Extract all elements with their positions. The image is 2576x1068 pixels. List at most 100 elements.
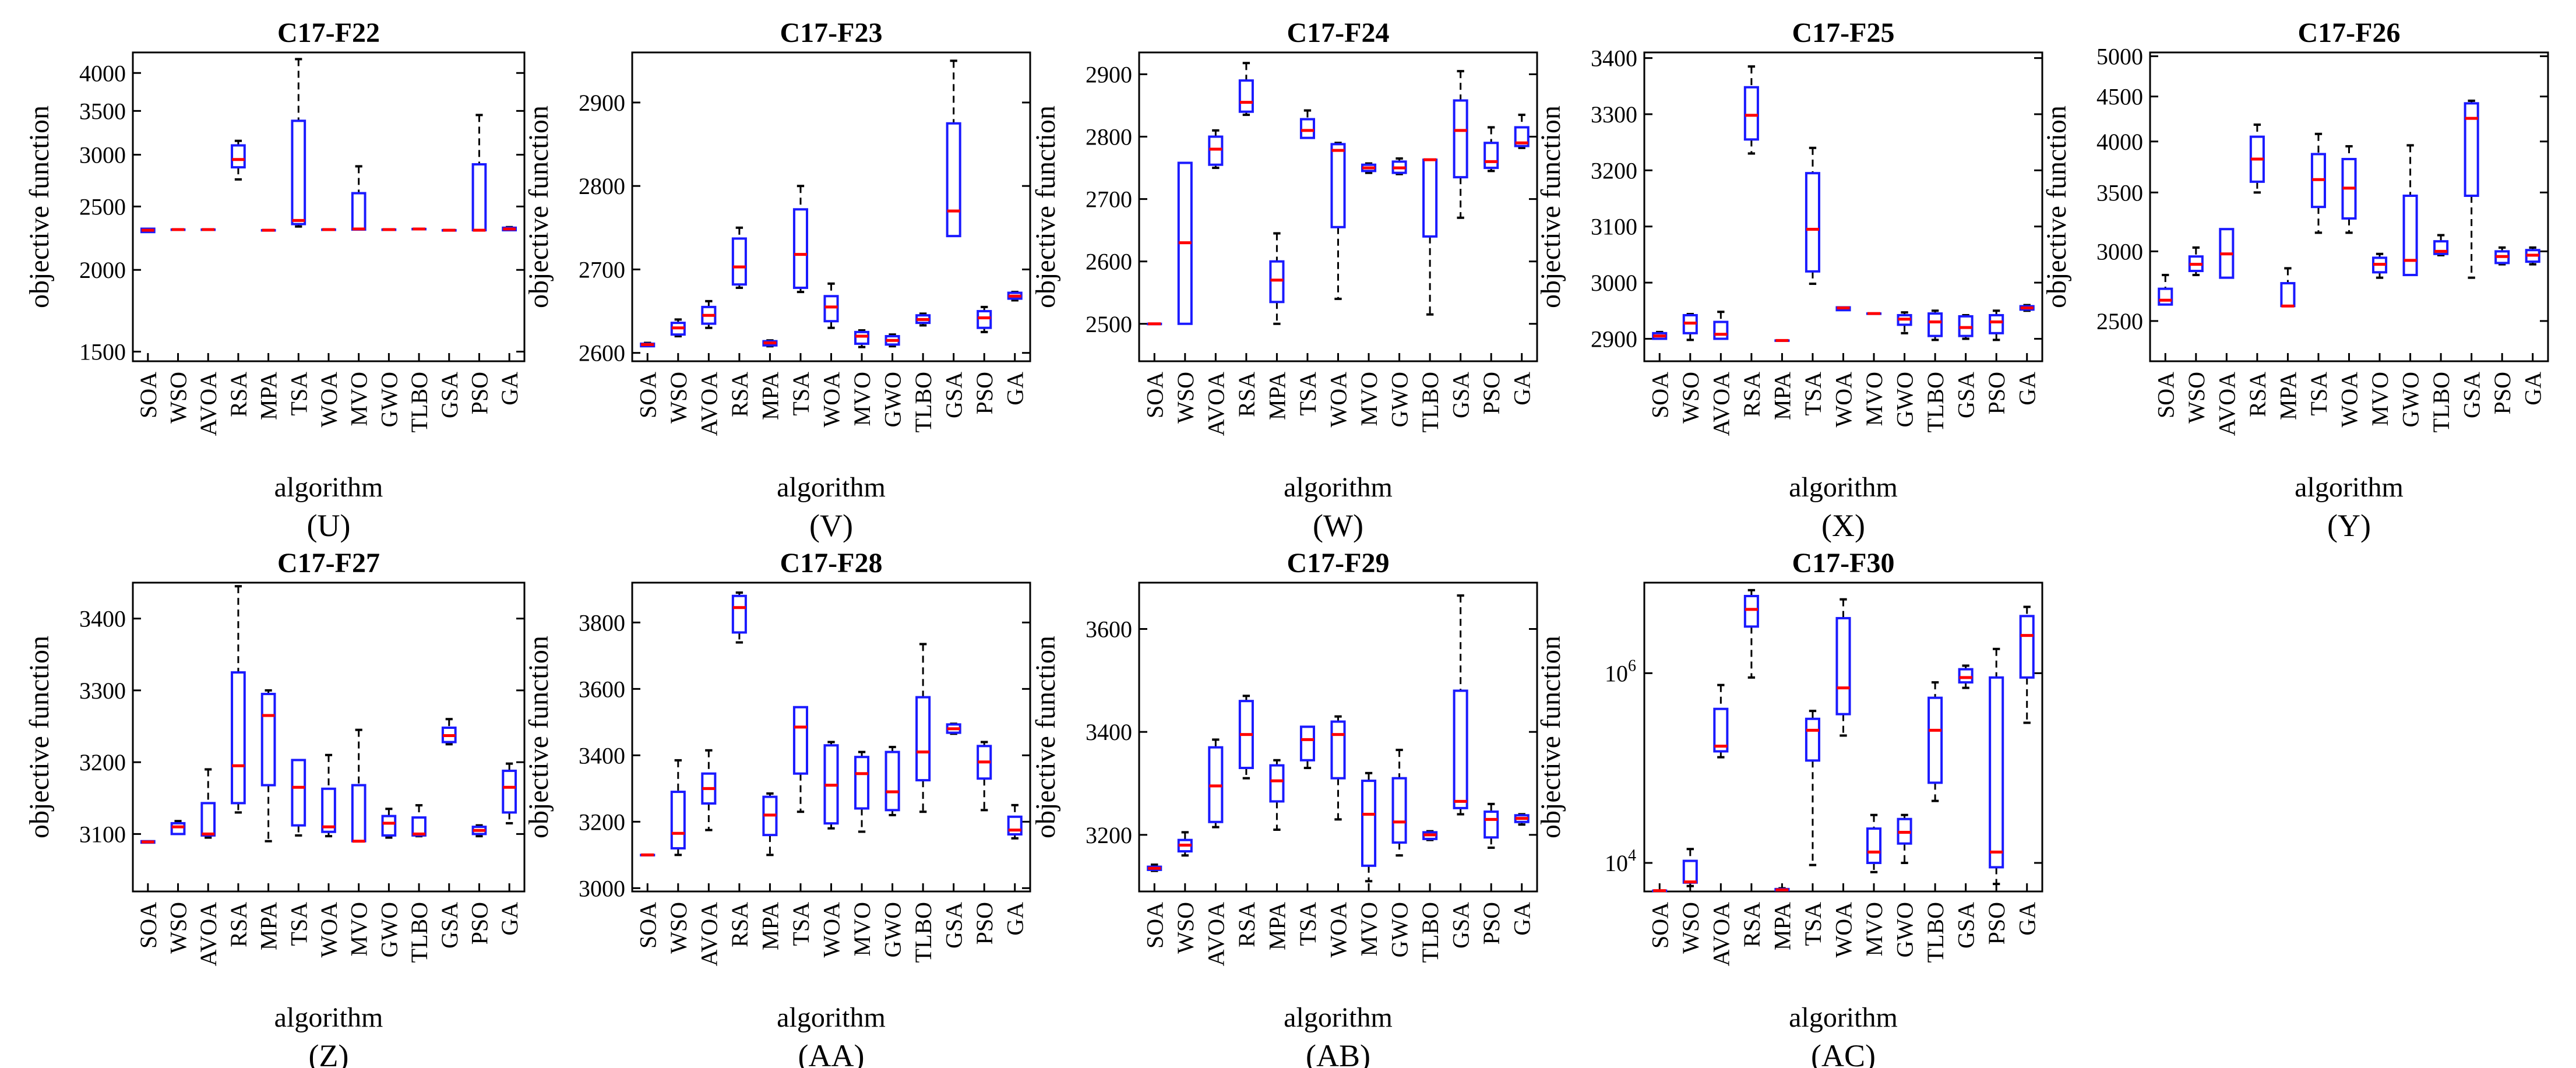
category-label: GWO (880, 902, 906, 958)
category-label: WOA (1326, 372, 1352, 428)
box-rsa (1238, 62, 1254, 117)
y-axis-label: objective function (523, 636, 554, 838)
box-rsa (1238, 695, 1254, 780)
iqr-box (1805, 172, 1820, 273)
iqr-box (1238, 79, 1254, 113)
category-label: GWO (376, 902, 402, 958)
panel-ac: C17-F30 104 106 objective function SOA WSO AVO… (1535, 548, 2043, 1068)
iqr-box (1927, 696, 1943, 784)
y-tick-label: 3100 (79, 821, 126, 847)
category-label: GSA (436, 372, 463, 418)
box-tsa (1805, 146, 1820, 285)
category-label: TSA (286, 902, 312, 946)
category-label: GA (2520, 372, 2546, 406)
box-gwo (1391, 749, 1407, 857)
category-label: WSO (2183, 372, 2209, 424)
iqr-box (1805, 717, 1820, 762)
category-label: GSA (1448, 372, 1474, 418)
x-axis-label: algorithm (777, 472, 886, 503)
panel-v: C17-F23 2600 2700 2800 2900 objective functio… (523, 17, 1031, 543)
y-tick-label: 3000 (1591, 270, 1637, 296)
category-label: WOA (1831, 372, 1857, 428)
category-label: WOA (316, 372, 342, 428)
category-label: TLBO (1417, 372, 1443, 432)
x-axis-label: algorithm (2295, 472, 2404, 503)
category-label: GWO (880, 372, 906, 428)
category-label: GSA (941, 372, 967, 418)
category-label: SOA (1647, 372, 1673, 418)
iqr-box (231, 144, 246, 169)
category-label: MVO (1356, 902, 1382, 956)
iqr-box (731, 237, 747, 286)
panel-caption: (X) (1821, 508, 1865, 543)
box-rsa (1743, 65, 1759, 155)
panel-caption: (AB) (1306, 1038, 1370, 1068)
plot-frame (2149, 51, 2549, 362)
category-label: TLBO (2428, 372, 2454, 432)
iqr-box (854, 756, 870, 810)
iqr-box (1989, 676, 2004, 869)
iqr-box (2464, 102, 2479, 197)
box-tsa (1299, 109, 1315, 139)
category-label: AVOA (1203, 372, 1229, 436)
category-label: PSO (971, 372, 998, 414)
box-tlbo (411, 227, 427, 231)
plot-frame (1138, 581, 1538, 893)
iqr-box (946, 122, 961, 238)
y-tick-label: 104 (1605, 847, 1636, 876)
iqr-box (1299, 725, 1315, 762)
iqr-box (1269, 260, 1285, 304)
category-label: RSA (727, 902, 753, 947)
iqr-box (260, 693, 276, 787)
category-label: SOA (1141, 372, 1168, 418)
category-label: GA (1509, 902, 1535, 936)
box-mvo (854, 329, 870, 348)
y-axis-label: objective function (24, 636, 55, 838)
box-pso (1483, 126, 1499, 172)
category-label: RSA (727, 372, 753, 417)
box-soa (140, 840, 156, 844)
box-gsa (1453, 594, 1468, 816)
iqr-box (915, 696, 931, 782)
panel-caption: (AC) (1811, 1038, 1876, 1068)
category-label: TLBO (1922, 902, 1948, 963)
box-wso (670, 318, 686, 338)
category-label: MPA (757, 902, 783, 950)
box-woa (1330, 142, 1346, 300)
y-tick-label: 3500 (2096, 179, 2143, 206)
box-wso (1177, 831, 1193, 857)
category-label: WOA (1831, 902, 1857, 958)
y-tick-label: 5000 (2096, 44, 2143, 70)
plot-frame (132, 51, 526, 362)
category-label: RSA (1234, 372, 1260, 417)
category-label: SOA (635, 902, 661, 949)
iqr-box (1989, 313, 2004, 334)
category-label: AVOA (1708, 902, 1734, 967)
plot-frame (1643, 581, 2043, 893)
category-label: MPA (1769, 902, 1795, 950)
iqr-box (1682, 859, 1698, 884)
y-tick-label: 2800 (579, 173, 625, 199)
y-axis-label: objective function (1030, 105, 1061, 308)
box-woa (1330, 715, 1346, 821)
panel-caption: (Y) (2327, 508, 2371, 543)
box-gwo (1391, 157, 1407, 175)
y-tick-label: 3200 (1086, 822, 1132, 848)
panel-u: C17-F22 1500 2000 2500 3000 3500 4000 objective… (24, 17, 526, 543)
category-label: SOA (1141, 902, 1168, 949)
category-label: GWO (376, 372, 402, 428)
box-mvo (1361, 162, 1377, 174)
category-label: GWO (1387, 902, 1413, 958)
box-wso (1177, 161, 1193, 325)
box-wso (1682, 848, 1698, 887)
y-axis-label: objective function (523, 105, 554, 308)
category-label: GA (2014, 372, 2041, 406)
category-label: RSA (2244, 372, 2271, 417)
category-label: PSO (466, 902, 492, 944)
box-ga (2019, 304, 2035, 312)
box-mvo (1361, 771, 1377, 883)
category-label: WOA (2337, 372, 2363, 428)
box-gwo (2402, 144, 2418, 276)
category-label: GA (1002, 902, 1028, 936)
